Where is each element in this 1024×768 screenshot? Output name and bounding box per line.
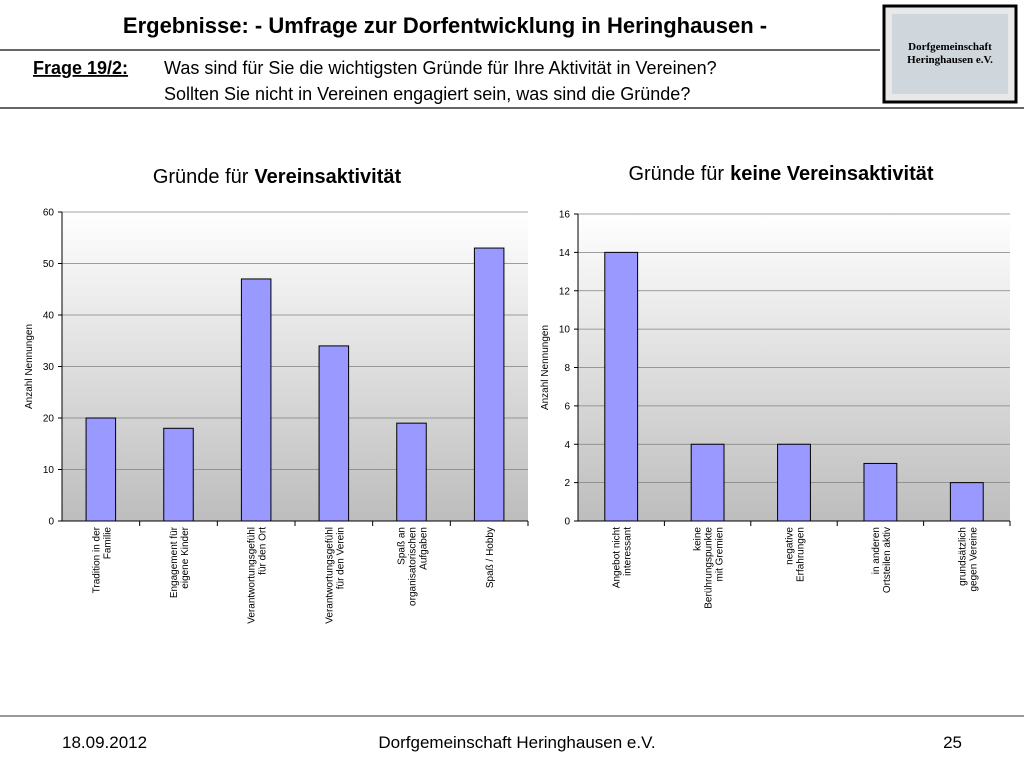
x-tick-label: Familie bbox=[102, 527, 113, 560]
x-tick-label: organisatorischen bbox=[408, 527, 419, 606]
chart-title-part: Gründe für bbox=[628, 163, 724, 185]
chart-title-part: Gründe für bbox=[153, 166, 249, 188]
bar bbox=[163, 427, 194, 522]
bar bbox=[690, 443, 725, 522]
x-tick-label: Tradition in der bbox=[91, 526, 102, 593]
chart-title-part: keine Vereinsaktivität bbox=[730, 163, 934, 185]
x-tick-label: Berührungspunkte bbox=[704, 527, 715, 609]
footer-date: 18.09.2012 bbox=[62, 733, 147, 752]
y-tick-label: 10 bbox=[559, 325, 571, 336]
y-tick-label: 4 bbox=[564, 440, 570, 451]
x-tick-label: Angebot nicht bbox=[612, 527, 623, 588]
x-tick-label: Spaß / Hobby bbox=[485, 527, 496, 588]
slide-title: Ergebnisse: - Umfrage zur Dorfentwicklun… bbox=[123, 13, 767, 38]
y-tick-label: 8 bbox=[564, 363, 570, 374]
x-tick-label: für den Verein bbox=[335, 527, 346, 589]
x-tick-label: Verantwortungsgefühl bbox=[324, 527, 335, 624]
y-tick-label: 50 bbox=[43, 259, 55, 270]
x-tick-label: Aufgaben bbox=[419, 527, 430, 570]
bar bbox=[396, 422, 427, 522]
y-tick-label: 14 bbox=[559, 248, 571, 259]
y-tick-label: 20 bbox=[43, 414, 55, 425]
y-tick-label: 60 bbox=[43, 208, 55, 219]
chart-title: Gründe für Vereinsaktivität bbox=[153, 166, 402, 188]
x-tick-label: Engagement für bbox=[169, 526, 180, 598]
page-number: 25 bbox=[943, 733, 962, 752]
y-tick-label: 10 bbox=[43, 465, 55, 476]
y-tick-label: 12 bbox=[559, 286, 571, 297]
logo-image bbox=[892, 14, 1008, 94]
bar bbox=[949, 482, 984, 522]
logo-text: Heringhausen e.V. bbox=[907, 54, 993, 66]
question-label: Frage 19/2: bbox=[33, 58, 128, 78]
y-tick-label: 30 bbox=[43, 362, 55, 373]
y-tick-label: 0 bbox=[48, 517, 54, 528]
x-tick-label: grundsätzlich bbox=[957, 527, 968, 586]
x-tick-label: in anderen bbox=[871, 527, 882, 574]
bar bbox=[240, 278, 272, 522]
x-tick-label: eigene Kinder bbox=[180, 526, 191, 588]
x-tick-label: Erfahrungen bbox=[796, 527, 807, 582]
x-tick-label: mit Gremien bbox=[715, 527, 726, 581]
x-tick-label: für den Ort bbox=[258, 527, 269, 575]
x-tick-label: Spaß an bbox=[397, 527, 408, 565]
y-axis-label: Anzahl Nennungen bbox=[24, 324, 35, 409]
y-tick-label: 0 bbox=[564, 517, 570, 528]
x-tick-label: interessant bbox=[623, 527, 634, 576]
question-line: Was sind für Sie die wichtigsten Gründe … bbox=[164, 58, 717, 78]
chart-title: Gründe für keine Vereinsaktivität bbox=[628, 163, 933, 185]
y-tick-label: 6 bbox=[564, 401, 570, 412]
bar bbox=[318, 345, 350, 522]
chart-title-part: Vereinsaktivität bbox=[254, 166, 401, 188]
x-tick-label: negative bbox=[785, 527, 796, 565]
y-tick-label: 16 bbox=[559, 210, 571, 221]
bar bbox=[473, 247, 505, 522]
footer-org: Dorfgemeinschaft Heringhausen e.V. bbox=[378, 733, 655, 752]
bar bbox=[85, 417, 117, 522]
x-tick-label: gegen Vereine bbox=[968, 527, 979, 592]
logo-text: Dorfgemeinschaft bbox=[908, 41, 992, 53]
y-tick-label: 40 bbox=[43, 311, 55, 322]
y-tick-label: 2 bbox=[564, 478, 570, 489]
x-tick-label: keine bbox=[693, 527, 704, 551]
bar bbox=[604, 251, 639, 522]
bar bbox=[863, 462, 898, 522]
x-tick-label: Ortsteilen aktiv bbox=[882, 527, 893, 593]
question-line: Sollten Sie nicht in Vereinen engagiert … bbox=[164, 84, 690, 104]
y-axis-label: Anzahl Nennungen bbox=[540, 325, 551, 410]
bar bbox=[777, 443, 811, 522]
x-tick-label: Verantwortungsgefühl bbox=[247, 527, 258, 624]
